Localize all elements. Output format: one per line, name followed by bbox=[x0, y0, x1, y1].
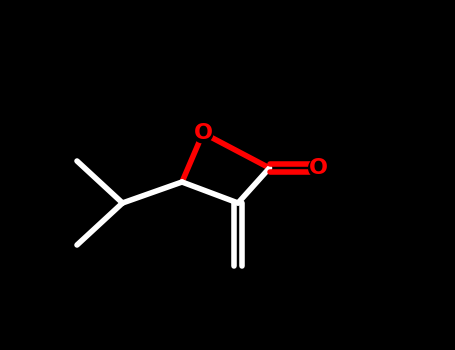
Circle shape bbox=[193, 123, 213, 143]
Text: O: O bbox=[309, 158, 328, 178]
Text: O: O bbox=[193, 123, 212, 143]
Circle shape bbox=[308, 158, 329, 178]
